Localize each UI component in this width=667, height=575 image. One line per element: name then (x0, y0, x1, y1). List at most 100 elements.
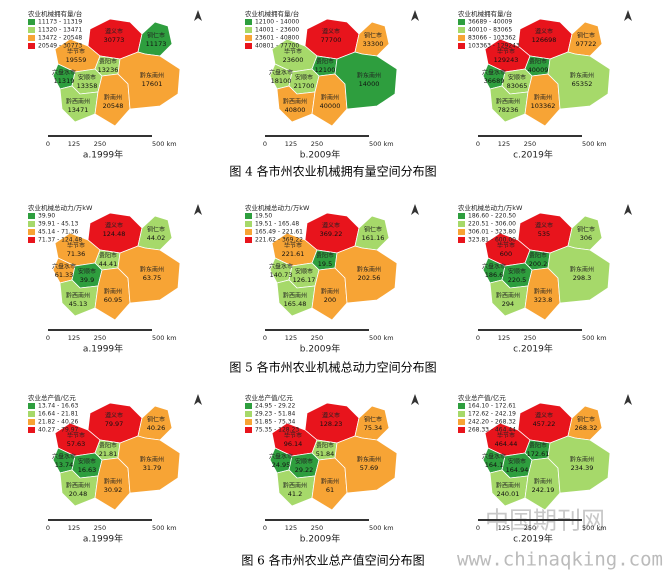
region-name: 黔西南州 (496, 482, 520, 490)
scale-label: 125 (498, 334, 510, 342)
legend-title: 农业机械拥有量/台 (458, 9, 512, 18)
region-value: 457.22 (533, 420, 556, 428)
region-value: 40800 (285, 106, 306, 114)
legend-label: 220.51 - 306.00 (468, 221, 516, 228)
region-name: 黔南州 (321, 478, 339, 486)
legend-title: 农业机械总动力/万kW (245, 203, 310, 212)
legend-label: 29.23 - 51.84 (255, 411, 296, 418)
region-name: 铜仁市 (147, 32, 165, 40)
legend-swatch (245, 427, 252, 433)
scale-label: 250 (94, 140, 106, 148)
region-name: 黔东南州 (357, 456, 381, 464)
region-name: 遵义市 (535, 412, 553, 420)
region-name: 黔南州 (534, 94, 552, 102)
region-value: 220.5 (508, 276, 527, 284)
region-name: 遵义市 (322, 222, 340, 230)
legend-label: 164.10 - 172.61 (468, 403, 516, 410)
region-value: 369.22 (320, 230, 343, 238)
region-value: 60.95 (104, 296, 123, 304)
legend-title: 农业总产值/亿元 (28, 393, 76, 402)
region-name: 铜仁市 (577, 226, 595, 234)
region-value: 61 (326, 486, 334, 494)
region-name: 黔东南州 (140, 266, 164, 274)
subcaption: b.2009年 (300, 149, 340, 161)
legend-label: 20549 - 30773 (38, 43, 82, 50)
region-name: 贵阳市 (529, 58, 547, 66)
region-name: 贵阳市 (99, 442, 117, 450)
region-name: 安顺市 (295, 268, 313, 276)
region-value: 202.56 (358, 274, 381, 282)
region-name: 安顺市 (295, 74, 313, 82)
region-name: 黔东南州 (357, 266, 381, 274)
region-value: 165.48 (284, 300, 307, 308)
legend-label: 12100 - 14000 (255, 19, 299, 26)
region (547, 245, 611, 304)
region-value: 161.16 (362, 234, 385, 242)
region-value: 57.63 (67, 440, 86, 448)
region-name: 毕节市 (67, 432, 85, 440)
region-name: 遵义市 (535, 28, 553, 36)
region-name: 毕节市 (497, 242, 515, 250)
legend-label: 71.37 - 124.48 (38, 237, 82, 244)
subcaption: a.1999年 (83, 343, 123, 355)
region-name: 黔南州 (104, 288, 122, 296)
region-value: 33300 (363, 40, 384, 48)
region-name: 六盘水市 (52, 453, 76, 461)
region-name: 遵义市 (105, 412, 123, 420)
scale-label: 500 km (152, 334, 177, 342)
region-value: 13471 (68, 106, 89, 114)
region-name: 六盘水市 (269, 263, 293, 271)
legend-swatch (28, 35, 35, 41)
scale-label: 125 (68, 140, 80, 148)
legend-label: 40801 - 77700 (255, 43, 299, 50)
legend-label: 39.90 (38, 213, 55, 220)
legend-title: 农业机械拥有量/台 (245, 9, 299, 18)
legend-swatch (245, 237, 252, 243)
scale-label: 125 (68, 524, 80, 532)
scale-label: 0 (263, 524, 267, 532)
north-arrow (194, 204, 202, 215)
region-value: 11319 (54, 77, 75, 85)
region-name: 贵阳市 (99, 252, 117, 260)
legend-title: 农业机械总动力/万kW (28, 203, 93, 212)
legend-label: 186.60 - 220.50 (468, 213, 516, 220)
region-value: 234.39 (571, 464, 594, 472)
region-value: 268.32 (575, 424, 598, 432)
scale-label: 500 km (582, 140, 607, 148)
subcaption: b.2009年 (300, 343, 340, 355)
region-name: 黔西南州 (496, 98, 520, 106)
scale-label: 250 (311, 334, 323, 342)
scale-label: 250 (524, 524, 536, 532)
scale-label: 250 (524, 334, 536, 342)
region-name: 安顺市 (295, 458, 313, 466)
legend-title: 农业机械总动力/万kW (458, 203, 523, 212)
legend-swatch (458, 221, 465, 227)
legend-swatch (458, 403, 465, 409)
legend-label: 221.62 - 369.22 (255, 237, 303, 244)
legend-swatch (245, 411, 252, 417)
region-name: 六盘水市 (482, 453, 506, 461)
region-value: 20548 (103, 102, 124, 110)
scale-label: 500 km (582, 524, 607, 532)
region-name: 贵阳市 (316, 442, 334, 450)
watermark-url: www.chinaqking.com (457, 549, 663, 571)
scale-label: 250 (524, 140, 536, 148)
region-value: 40000 (320, 102, 341, 110)
region-name: 遵义市 (322, 28, 340, 36)
region-name: 黔南州 (534, 288, 552, 296)
north-arrow (411, 394, 419, 405)
region-value: 44.02 (147, 234, 166, 242)
region-name: 六盘水市 (52, 263, 76, 271)
region-value: 83065 (507, 82, 528, 90)
legend-swatch (458, 43, 465, 49)
scale-label: 250 (311, 140, 323, 148)
region-value: 79.97 (105, 420, 124, 428)
north-arrow (194, 10, 202, 21)
